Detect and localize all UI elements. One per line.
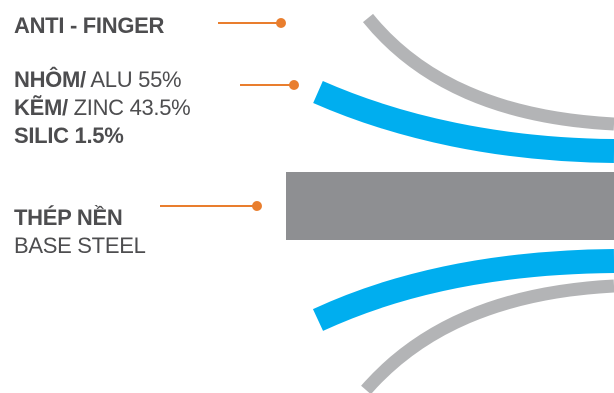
anti-finger-layer-top: [362, 13, 614, 131]
leader-anti-finger: [218, 18, 286, 28]
coating-line-aluminium-normal: ALU 55%: [85, 67, 182, 92]
anti-finger-label: ANTI - FINGER: [14, 12, 164, 40]
base-steel-label-en: BASE STEEL: [14, 233, 146, 258]
coating-line-aluminium-bold: NHÔM/: [14, 67, 86, 92]
base-steel-label: THÉP NỀN BASE STEEL: [14, 204, 146, 260]
coating-line-zinc: KẼM/ ZINC 43.5%: [14, 94, 191, 122]
coating-line-silicon-bold: SILIC 1.5%: [14, 123, 124, 148]
coating-line-silicon: SILIC 1.5%: [14, 122, 190, 150]
anti-finger-text: ANTI - FINGER: [14, 13, 165, 38]
coating-label: NHÔM/ ALU 55% KẼM/ ZINC 43.5% SILIC 1.5%: [14, 66, 191, 150]
anti-finger-layer-bottom: [361, 279, 614, 393]
coating-layer-bottom: [312, 249, 614, 331]
leader-coating: [240, 80, 299, 90]
coating-line-aluminium: NHÔM/ ALU 55%: [14, 66, 190, 94]
base-steel-label-vi: THÉP NỀN: [14, 205, 123, 230]
coating-layer-top: [313, 81, 614, 163]
leader-base-steel: [160, 201, 262, 211]
base-steel-layer: [286, 172, 614, 240]
coating-line-zinc-normal: ZINC 43.5%: [67, 95, 191, 120]
coating-line-zinc-bold: KẼM/: [14, 95, 68, 120]
